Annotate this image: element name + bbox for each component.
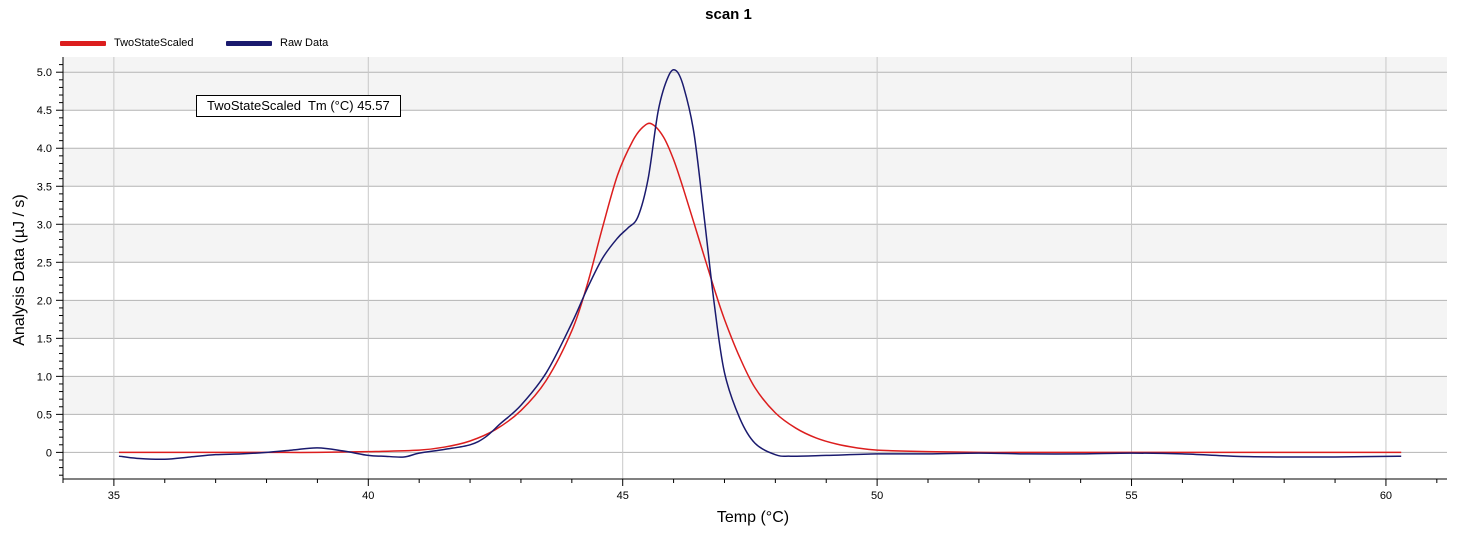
legend-item-raw-data[interactable]: Raw Data xyxy=(226,37,328,49)
series-layer xyxy=(118,69,1402,461)
y-tick-label: 0 xyxy=(46,447,52,459)
plot-area xyxy=(63,57,1447,479)
y-tick-label: 2.0 xyxy=(37,295,52,307)
series-line-raw-data xyxy=(118,69,1402,461)
annotation-value: 45.57 xyxy=(357,98,390,113)
grid-lines xyxy=(63,57,1447,479)
tm-annotation-box: TwoStateScaled Tm (°C) 45.57 xyxy=(196,95,401,117)
background-band xyxy=(63,300,1447,339)
y-tick-label: 2.5 xyxy=(37,257,52,269)
axes xyxy=(56,57,1447,486)
y-tick-label: 1.5 xyxy=(37,333,52,345)
background-band xyxy=(63,224,1447,263)
y-tick-label: 4.5 xyxy=(37,105,52,117)
y-tick-label: 1.0 xyxy=(37,371,52,383)
series-line-twostatescaled xyxy=(118,122,1402,454)
y-tick-label: 4.0 xyxy=(37,143,52,155)
x-tick-label: 45 xyxy=(617,490,629,502)
y-tick-label: 0.5 xyxy=(37,409,52,421)
annotation-series-name: TwoStateScaled xyxy=(207,98,301,113)
x-tick-label: 50 xyxy=(871,490,883,502)
plot-background-bands xyxy=(63,57,1447,479)
legend-item-twostatescaled[interactable]: TwoStateScaled xyxy=(60,37,194,49)
background-band xyxy=(63,57,1447,73)
x-axis-label: Temp (°C) xyxy=(717,509,789,526)
legend-label-twostatescaled: TwoStateScaled xyxy=(114,37,194,49)
annotation-label: Tm (°C) xyxy=(307,98,354,113)
y-tick-label: 3.0 xyxy=(37,219,52,231)
legend-swatch-raw-data xyxy=(226,40,272,46)
background-band xyxy=(63,148,1447,187)
legend-label-raw-data: Raw Data xyxy=(280,37,329,49)
legend-swatch-twostatescaled xyxy=(60,40,106,46)
x-tick-label: 35 xyxy=(108,490,120,502)
y-axis-label: Analysis Data (µJ / s) xyxy=(11,194,28,345)
x-tick-label: 40 xyxy=(362,490,374,502)
y-tick-label: 3.5 xyxy=(37,181,52,193)
chart-title: scan 1 xyxy=(705,6,752,23)
x-tick-label: 55 xyxy=(1125,490,1137,502)
tick-labels: 35 40 45 50 55 60 0 0.5 1.0 1.5 2.0 2.5 3.0 3.5 4.0 4.5… xyxy=(37,67,1392,502)
background-band xyxy=(63,376,1447,415)
x-tick-label: 60 xyxy=(1380,490,1392,502)
y-tick-label: 5.0 xyxy=(37,67,52,79)
